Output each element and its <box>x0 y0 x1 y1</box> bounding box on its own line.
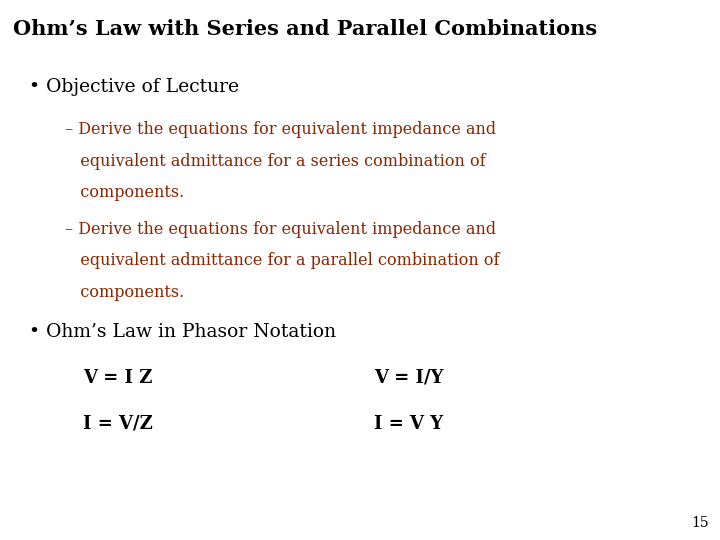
Text: 15: 15 <box>692 516 709 530</box>
Text: I = V Y: I = V Y <box>374 415 444 433</box>
Text: equivalent admittance for a parallel combination of: equivalent admittance for a parallel com… <box>65 252 499 269</box>
Text: • Ohm’s Law in Phasor Notation: • Ohm’s Law in Phasor Notation <box>29 323 336 341</box>
Text: – Derive the equations for equivalent impedance and: – Derive the equations for equivalent im… <box>65 221 496 238</box>
Text: V = I/Y: V = I/Y <box>374 369 444 387</box>
Text: equivalent admittance for a series combination of: equivalent admittance for a series combi… <box>65 153 485 170</box>
Text: I = V/Z: I = V/Z <box>83 415 153 433</box>
Text: – Derive the equations for equivalent impedance and: – Derive the equations for equivalent im… <box>65 122 496 138</box>
Text: components.: components. <box>65 184 184 201</box>
Text: • Objective of Lecture: • Objective of Lecture <box>29 78 239 96</box>
Text: components.: components. <box>65 284 184 300</box>
Text: Ohm’s Law with Series and Parallel Combinations: Ohm’s Law with Series and Parallel Combi… <box>13 19 597 39</box>
Text: V = I Z: V = I Z <box>83 369 152 387</box>
